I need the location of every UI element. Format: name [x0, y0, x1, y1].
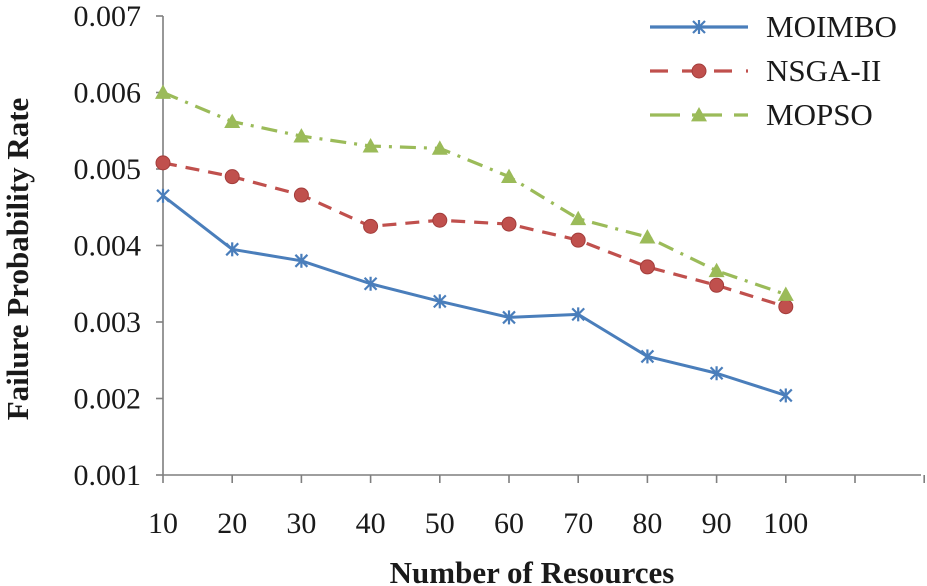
x-tick-label: 90	[702, 507, 732, 540]
y-axis-title: Failure Probability Rate	[0, 98, 35, 421]
series-moimbo	[156, 188, 793, 403]
y-tick-label: 0.006	[74, 77, 142, 110]
data-point-moimbo	[502, 310, 516, 325]
data-point-moimbo	[640, 349, 655, 364]
data-point-nsga-ii	[363, 218, 379, 234]
series-group	[155, 84, 794, 403]
series-line-moimbo	[162, 194, 787, 397]
legend-marker	[691, 63, 707, 79]
y-tick-label: 0.001	[74, 459, 142, 492]
x-tick-label: 20	[217, 507, 247, 540]
legend-label: MOPSO	[766, 97, 873, 132]
x-tick-label: 60	[494, 507, 524, 540]
x-tick-label: 30	[286, 507, 316, 540]
x-tick-label: 80	[632, 507, 662, 540]
x-axis-title: Number of Resources	[390, 555, 675, 586]
series-mopso	[155, 84, 794, 301]
data-point-mopso	[570, 210, 587, 226]
data-point-moimbo	[433, 294, 447, 309]
x-tick-label: 40	[356, 507, 386, 540]
y-tick-label: 0.007	[74, 0, 142, 33]
data-point-moimbo	[709, 366, 724, 381]
data-point-mopso	[431, 140, 448, 155]
data-point-nsga-ii	[224, 169, 240, 185]
series-line-mopso	[162, 91, 787, 296]
x-tick-label: 100	[763, 507, 808, 540]
data-point-mopso	[708, 262, 725, 278]
y-tick-label: 0.005	[74, 153, 142, 186]
data-point-nsga-ii	[432, 212, 448, 228]
data-point-moimbo	[294, 253, 309, 268]
legend-marker	[692, 20, 706, 34]
data-point-moimbo	[779, 388, 793, 403]
legend-label: MOIMBO	[766, 9, 897, 44]
data-point-nsga-ii	[293, 187, 309, 203]
data-point-nsga-ii	[778, 299, 794, 315]
series-line-nsga-ii	[162, 161, 787, 309]
legend-item-moimbo: MOIMBO	[650, 9, 897, 44]
legend-item-mopso: MOPSO	[650, 97, 873, 132]
data-point-nsga-ii	[709, 277, 725, 293]
series-nsga-ii	[155, 155, 794, 315]
legend-marker	[691, 107, 707, 122]
y-tick-label: 0.004	[74, 230, 142, 263]
data-point-mopso	[362, 138, 379, 153]
data-point-nsga-ii	[501, 216, 517, 232]
y-tick-label: 0.002	[74, 383, 142, 416]
y-tick-label: 0.003	[74, 306, 142, 339]
data-point-nsga-ii	[639, 259, 655, 275]
data-point-moimbo	[156, 188, 170, 203]
x-tick-label: 70	[563, 507, 593, 540]
legend-label: NSGA-II	[766, 53, 881, 88]
axes: 0.001 0.002 0.003 0.004 0.005 0.006 0.007 10 20 3…	[74, 0, 926, 540]
data-point-mopso	[777, 286, 794, 301]
data-point-moimbo	[571, 307, 585, 322]
legend-item-nsga-ii: NSGA-II	[650, 53, 881, 88]
data-point-mopso	[224, 113, 241, 128]
data-point-mopso	[155, 84, 171, 99]
data-point-mopso	[293, 128, 310, 143]
data-point-moimbo	[225, 242, 239, 257]
x-tick-label: 50	[425, 507, 455, 540]
data-point-moimbo	[363, 276, 378, 291]
data-point-mopso	[639, 229, 656, 244]
x-tick-label: 10	[148, 507, 178, 540]
data-point-mopso	[501, 168, 517, 184]
legend: MOIMBO NSGA-II MOPSO	[650, 9, 897, 132]
data-point-nsga-ii	[155, 155, 171, 171]
data-point-nsga-ii	[570, 232, 586, 248]
